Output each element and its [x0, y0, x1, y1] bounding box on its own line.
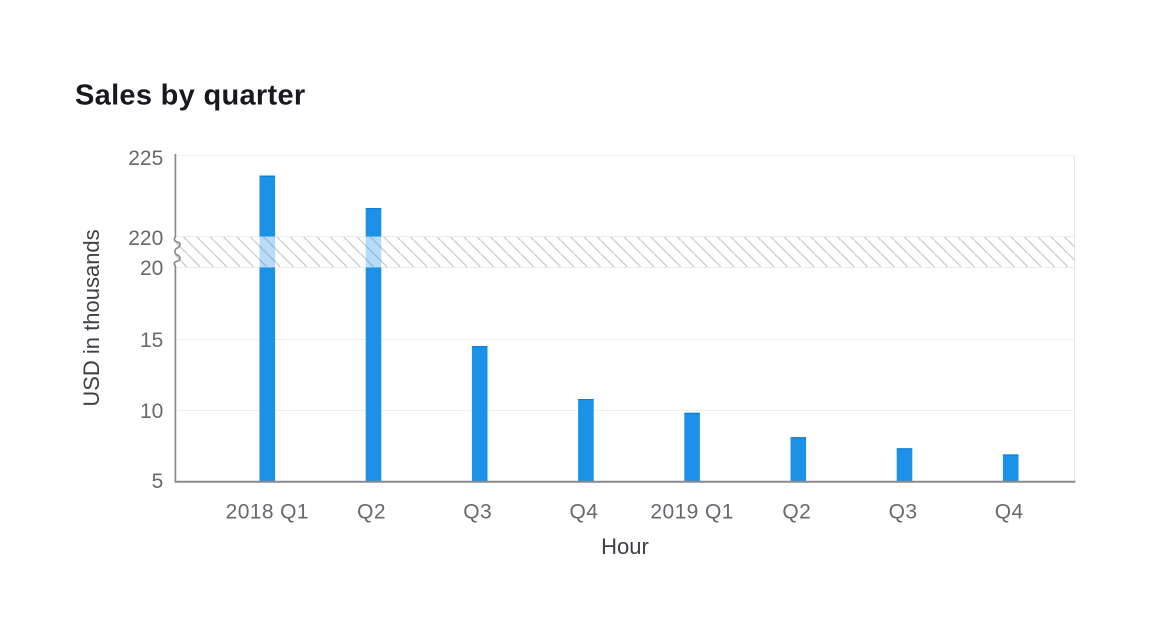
svg-text:225: 225	[128, 147, 163, 170]
svg-text:10: 10	[140, 400, 163, 423]
svg-text:220: 220	[128, 227, 163, 250]
svg-text:Q2: Q2	[782, 501, 811, 524]
svg-text:Q3: Q3	[889, 501, 918, 524]
svg-text:Sales by quarter: Sales by quarter	[75, 79, 305, 111]
svg-text:2019 Q1: 2019 Q1	[650, 501, 733, 524]
svg-text:Q2: Q2	[357, 501, 386, 524]
svg-text:20: 20	[140, 257, 163, 280]
svg-text:Hour: Hour	[601, 534, 649, 559]
svg-text:15: 15	[140, 329, 163, 352]
svg-text:5: 5	[152, 470, 164, 493]
svg-text:Q3: Q3	[463, 501, 492, 524]
svg-text:Q4: Q4	[995, 501, 1024, 524]
svg-text:Q4: Q4	[569, 501, 598, 524]
svg-text:USD in thousands: USD in thousands	[79, 229, 104, 406]
svg-text:2018 Q1: 2018 Q1	[226, 501, 309, 524]
